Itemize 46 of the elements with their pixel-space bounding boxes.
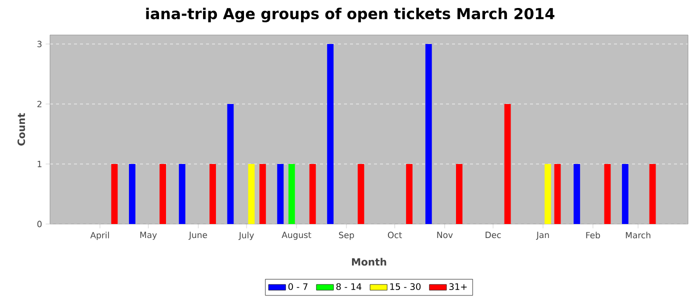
bar [210, 164, 216, 224]
bar [504, 104, 511, 224]
bar [649, 164, 656, 224]
bar [406, 164, 413, 224]
bar [554, 164, 561, 224]
bar [248, 164, 255, 224]
bar [259, 164, 266, 224]
x-tick-label: Jan [536, 232, 549, 240]
bar [544, 164, 552, 224]
bar [128, 164, 136, 224]
x-tick-label: March [626, 232, 650, 238]
bar [574, 164, 580, 224]
bar [425, 44, 432, 224]
bar [604, 164, 611, 224]
bar [327, 44, 334, 224]
bar [160, 164, 166, 224]
x-tick-label: April [90, 232, 109, 240]
y-tick-label: 0 [37, 220, 42, 228]
bar [358, 164, 364, 224]
y-tick-label: 1 [38, 160, 42, 168]
bar [288, 164, 295, 224]
legend-label: 8 - 14 [336, 283, 362, 290]
y-tick-label: 3 [37, 40, 42, 48]
bar [277, 164, 284, 224]
bar [111, 164, 118, 224]
x-tick-label: May [140, 232, 157, 240]
x-tick-label: June [188, 232, 208, 240]
y-tick-label: 2 [37, 100, 42, 108]
x-tick-label: Oct [388, 232, 402, 238]
bar [309, 164, 316, 224]
bar [622, 164, 628, 224]
bar [456, 164, 462, 224]
x-axis-title: Month [352, 258, 386, 266]
x-tick-label: Feb [586, 232, 600, 238]
x-tick-label: July [238, 232, 254, 240]
x-tick-label: Nov [437, 232, 453, 238]
chart-title: iana-trip Age groups of open tickets March 2014 [146, 8, 554, 22]
legend-label: 31+ [449, 283, 467, 290]
y-axis-title: Count [18, 113, 26, 146]
bar [227, 104, 234, 224]
bar [178, 164, 186, 224]
legend-label: 0 - 7 [288, 283, 308, 290]
x-tick-label: Sep [339, 232, 354, 240]
legend-label: 15 - 30 [390, 283, 421, 290]
x-tick-label: Dec [486, 232, 501, 238]
x-tick-label: August [282, 232, 312, 240]
